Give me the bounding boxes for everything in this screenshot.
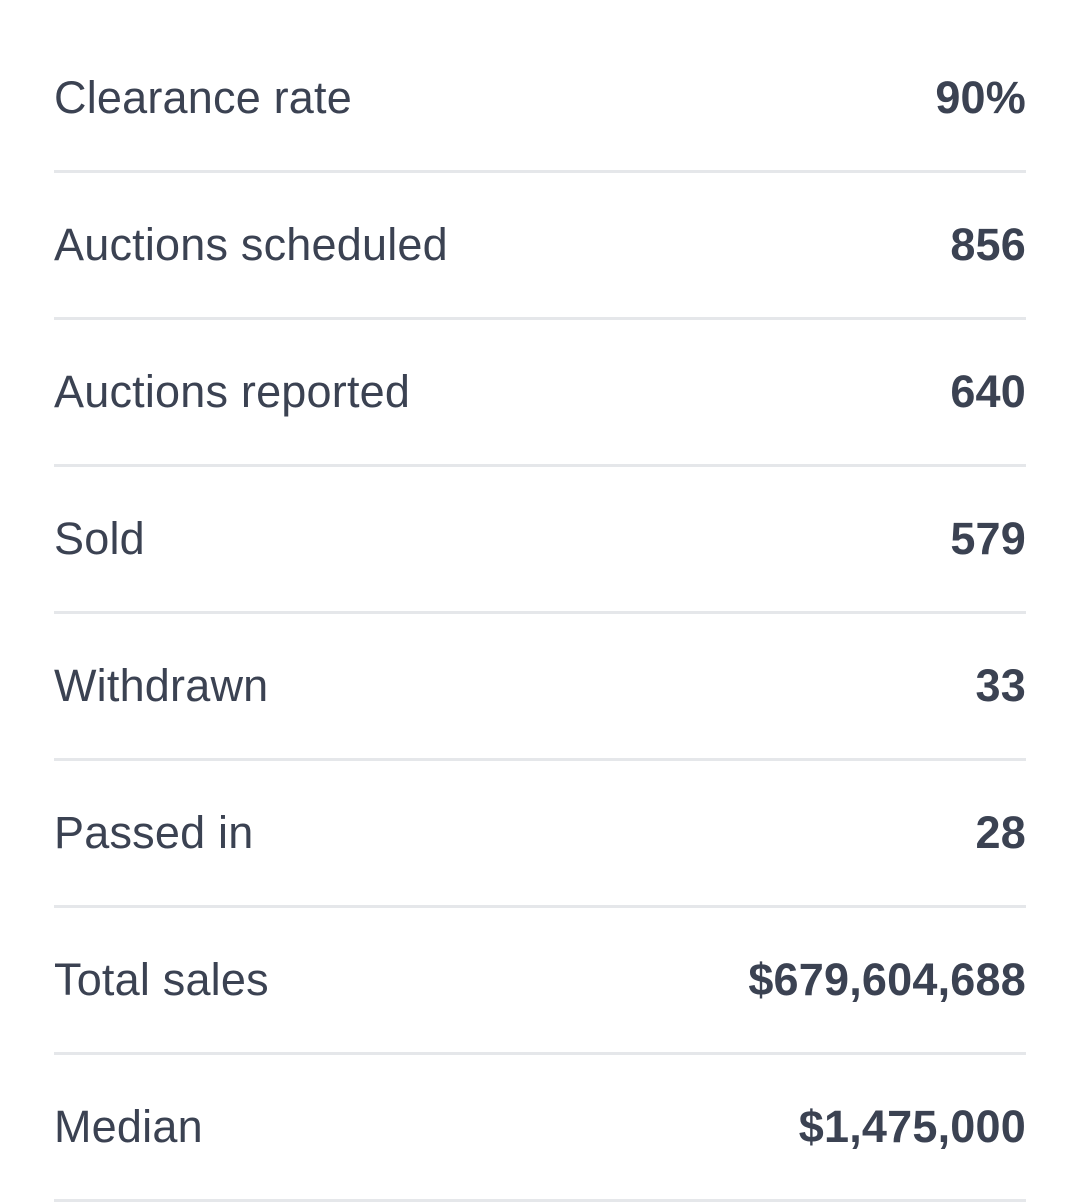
stat-row-passed-in: Passed in 28 — [54, 761, 1026, 908]
stat-label: Median — [54, 1101, 203, 1152]
stat-label: Auctions scheduled — [54, 219, 448, 270]
stat-value: 579 — [950, 513, 1026, 564]
stat-row-auctions-scheduled: Auctions scheduled 856 — [54, 173, 1026, 320]
stat-label: Sold — [54, 513, 145, 564]
stat-row-total-sales: Total sales $679,604,688 — [54, 908, 1026, 1055]
stat-value: $1,475,000 — [798, 1101, 1026, 1152]
stat-value: 640 — [950, 366, 1026, 417]
stat-label: Auctions reported — [54, 366, 411, 417]
stat-value: $679,604,688 — [748, 954, 1026, 1005]
stat-row-median: Median $1,475,000 — [54, 1055, 1026, 1202]
stat-value: 33 — [975, 660, 1026, 711]
stat-label: Total sales — [54, 954, 269, 1005]
stat-row-sold: Sold 579 — [54, 467, 1026, 614]
stat-label: Withdrawn — [54, 660, 269, 711]
stat-value: 856 — [950, 219, 1026, 270]
stat-label: Clearance rate — [54, 72, 352, 123]
stat-row-auctions-reported: Auctions reported 640 — [54, 320, 1026, 467]
stat-label: Passed in — [54, 807, 254, 858]
stat-value: 90% — [935, 72, 1026, 123]
stat-row-withdrawn: Withdrawn 33 — [54, 614, 1026, 761]
stat-value: 28 — [975, 807, 1026, 858]
stat-row-clearance-rate: Clearance rate 90% — [54, 26, 1026, 173]
auction-stats-list: Clearance rate 90% Auctions scheduled 85… — [54, 26, 1026, 1202]
